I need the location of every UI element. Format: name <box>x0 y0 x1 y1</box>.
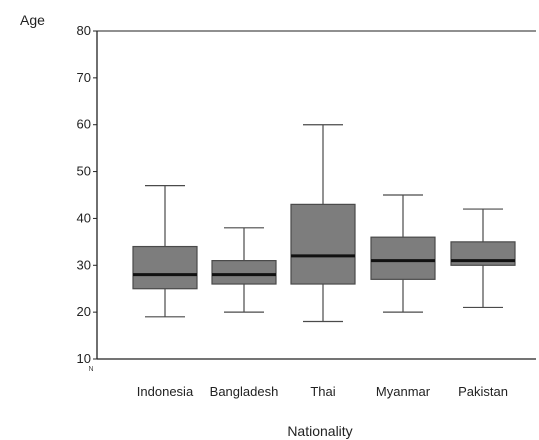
y-tick-label: 30 <box>77 257 91 272</box>
x-labels-group: Indonesia Bangladesh Thai Myanmar Pakistan <box>137 384 508 399</box>
y-tick-label: 10 <box>77 351 91 366</box>
y-tick-label: 80 <box>77 23 91 38</box>
iqr-box <box>290 203 356 285</box>
x-tick-label: Pakistan <box>458 384 508 399</box>
iqr-box <box>132 245 198 290</box>
y-axis-title: Age <box>20 12 45 28</box>
y-tick-label: 60 <box>77 117 91 132</box>
iqr-box <box>370 236 436 280</box>
y-ticks-group: 10 20 30 40 50 60 70 80 <box>77 23 97 366</box>
x-tick-label: Thai <box>310 384 335 399</box>
iqr-box <box>211 260 277 285</box>
x-tick-label: Bangladesh <box>210 384 279 399</box>
boxes-group <box>132 124 516 323</box>
x-axis-title: Nationality <box>287 423 352 439</box>
y-tick-label: 20 <box>77 304 91 319</box>
y-tick-label: 40 <box>77 210 91 225</box>
y-tick-label: 50 <box>77 164 91 179</box>
x-tick-label: Myanmar <box>376 384 431 399</box>
x-tick-label: Indonesia <box>137 384 194 399</box>
y-tick-label: 70 <box>77 70 91 85</box>
axes-group <box>96 30 536 360</box>
n-label: N <box>88 366 93 373</box>
